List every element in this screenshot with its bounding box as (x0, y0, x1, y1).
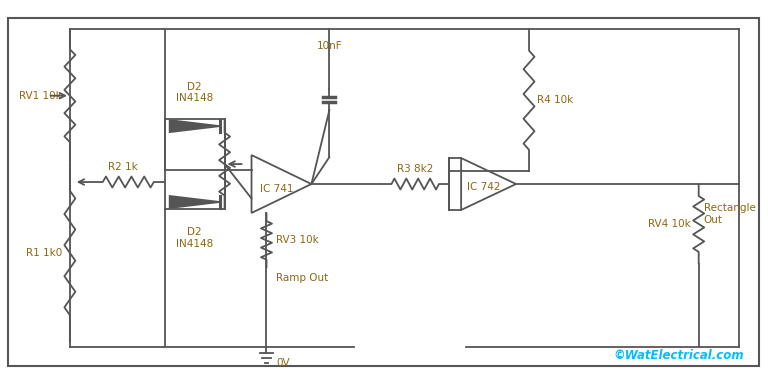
Text: Ramp Out: Ramp Out (276, 273, 329, 283)
Polygon shape (170, 196, 220, 208)
Text: Rectangle
Out: Rectangle Out (703, 203, 756, 225)
Text: R1 1k0: R1 1k0 (25, 248, 62, 258)
Text: RV4 10k: RV4 10k (648, 219, 690, 229)
Text: R2 1k: R2 1k (108, 162, 138, 172)
Text: 0V: 0V (276, 358, 290, 367)
Text: IC 741: IC 741 (260, 184, 293, 194)
Text: ©WatElectrical.com: ©WatElectrical.com (613, 349, 743, 362)
Text: IC 742: IC 742 (468, 182, 501, 192)
Text: 10nF: 10nF (316, 41, 343, 51)
Polygon shape (170, 120, 220, 132)
Text: D2
IN4148: D2 IN4148 (176, 81, 214, 103)
Text: R3 8k2: R3 8k2 (397, 164, 433, 174)
Text: RV1 10k: RV1 10k (19, 91, 62, 101)
Text: R4 10k: R4 10k (537, 95, 573, 105)
Text: RV3 10k: RV3 10k (276, 235, 319, 245)
Text: D2
IN4148: D2 IN4148 (176, 227, 214, 248)
